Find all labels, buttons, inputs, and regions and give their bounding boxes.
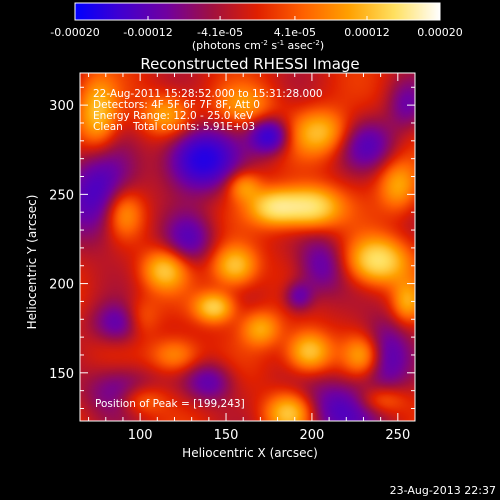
plot-area: 100 150 200 250 150 200 250 300 — [49, 72, 416, 443]
colorbar-tick-label: -0.00020 — [50, 26, 99, 39]
annotations: 22-Aug-2011 15:28:52.000 to 15:31:28.000… — [93, 88, 323, 410]
colorbar-tick-label: -0.00012 — [123, 26, 172, 39]
annotation-detectors: Detectors: 4F 5F 6F 7F 8F, Att 0 — [93, 99, 260, 111]
axis-ticks: 100 150 200 250 150 200 250 300 — [49, 73, 416, 443]
annotation-clean: Clean — [93, 121, 123, 133]
y-tick-label: 300 — [49, 99, 74, 114]
colorbar-ticks: -0.00020 -0.00012 -4.1e-05 4.1e-05 0.00012 0.… — [50, 16, 463, 39]
chart-title: Reconstructed RHESSI Image — [140, 55, 359, 73]
annotation-time-range: 22-Aug-2011 15:28:52.000 to 15:31:28.000 — [93, 88, 323, 100]
colorbar: -0.00020 -0.00012 -4.1e-05 4.1e-05 0.00012 0.… — [50, 2, 463, 52]
colorbar-tick-label: 0.00012 — [344, 26, 390, 39]
y-axis-label: Heliocentric Y (arcsec) — [25, 195, 39, 330]
colorbar-tick-label: -4.1e-05 — [197, 26, 243, 39]
y-tick-label: 150 — [49, 367, 74, 382]
annotation-total-counts: Total counts: 5.91E+03 — [132, 121, 255, 133]
annotation-energy: Energy Range: 12.0 - 25.0 keV — [93, 110, 254, 122]
annotation-peak: Position of Peak = [199,243] — [95, 398, 245, 410]
x-tick-label: 200 — [300, 428, 325, 443]
y-tick-label: 200 — [49, 278, 74, 293]
y-tick-label: 250 — [49, 188, 74, 203]
x-tick-label: 250 — [385, 428, 410, 443]
x-tick-label: 100 — [128, 428, 153, 443]
plot-frame — [79, 72, 416, 422]
colorbar-tick-label: 0.00020 — [417, 26, 463, 39]
colorbar-tick-label: 4.1e-05 — [274, 26, 316, 39]
x-tick-label: 150 — [214, 428, 239, 443]
heatmap-image — [80, 73, 415, 421]
footer-timestamp: 23-Aug-2013 22:37 — [390, 484, 496, 497]
x-axis-label: Heliocentric X (arcsec) — [182, 446, 318, 460]
colorbar-unit-label: (photons cm-2 s-1 asec-2) — [192, 39, 324, 52]
colorbar-gradient — [74, 2, 441, 21]
